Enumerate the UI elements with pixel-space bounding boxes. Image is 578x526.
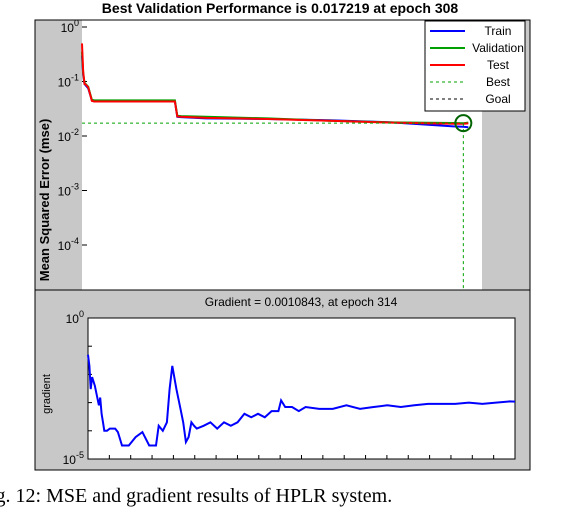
legend-label-validation: Validation (472, 41, 524, 55)
top-plot-area (82, 20, 482, 290)
bottom-y-axis-label: gradient (41, 374, 53, 414)
top-y-tick-label: 10-3 (58, 182, 79, 199)
top-y-tick-label: 10-4 (58, 236, 79, 253)
best-point-circle (454, 114, 473, 133)
series-test-line (81, 43, 469, 125)
top-panel: Best Validation Performance is 0.017219 … (34, 0, 531, 291)
legend: Train Validation Test Best Goal (424, 20, 526, 112)
legend-label-train: Train (485, 24, 512, 38)
bottom-y-ticks: 100 10-5 (63, 309, 93, 467)
bottom-x-ticks (87, 455, 516, 459)
legend-label-best: Best (486, 75, 511, 89)
top-y-tick-label: 10-2 (58, 127, 79, 144)
top-y-tick-label: 100 (61, 18, 79, 35)
bottom-y-tick-label: 10-5 (63, 450, 84, 467)
top-series-group (81, 43, 473, 290)
gradient-line (87, 354, 516, 447)
figure-caption: ig. 12: MSE and gradient results of HPLR… (0, 485, 393, 507)
bottom-panel: Gradient = 0.0010843, at epoch 314 gradi… (34, 289, 531, 471)
top-plot-title: Best Validation Performance is 0.017219 … (102, 0, 459, 16)
top-y-tick-label: 10-1 (58, 73, 79, 90)
bottom-plot-title: Gradient = 0.0010843, at epoch 314 (205, 295, 398, 309)
top-y-ticks: 100 10-1 10-2 10-3 10-4 (58, 18, 87, 253)
legend-label-test: Test (487, 58, 510, 72)
bottom-series-group (87, 354, 516, 447)
top-y-axis-label: Mean Squared Error (mse) (37, 119, 52, 282)
bottom-y-tick-label: 100 (66, 309, 84, 326)
bottom-plot-area (87, 317, 516, 460)
legend-label-goal: Goal (485, 92, 510, 106)
